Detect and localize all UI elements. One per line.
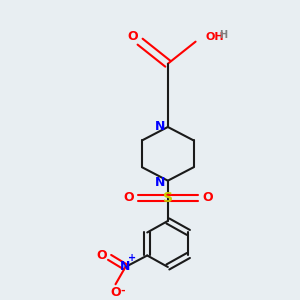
Text: N: N [155,119,165,133]
Text: O: O [202,191,213,204]
Text: S: S [163,191,173,205]
Text: O: O [96,249,107,262]
Text: O: O [128,30,139,44]
Text: N: N [120,260,130,274]
Text: -: - [120,286,125,296]
Text: OH: OH [206,32,224,42]
Text: O: O [123,191,134,204]
Text: +: + [128,253,136,263]
Text: N: N [155,176,165,189]
Text: O: O [110,286,121,299]
Text: H: H [219,30,227,40]
